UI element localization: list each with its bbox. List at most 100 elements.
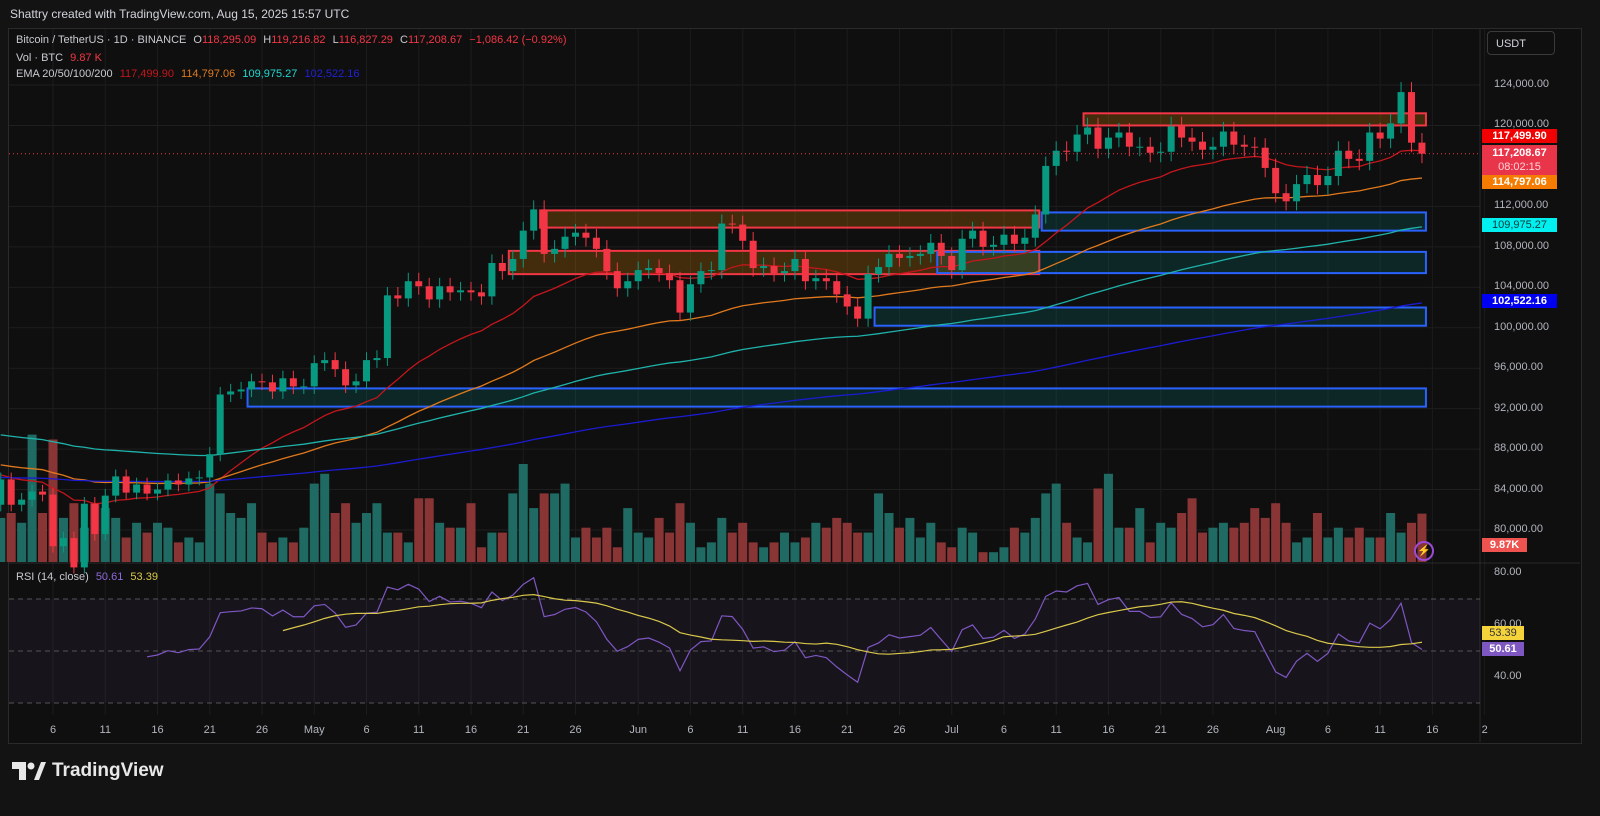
candle-body [457, 290, 465, 293]
volume-bar [518, 464, 528, 562]
volume-bar [550, 493, 560, 562]
candle-body [1376, 132, 1384, 139]
ema200-price-label: 102,522.16 [1482, 294, 1557, 308]
candle-body [1000, 234, 1008, 245]
volume-bar [832, 517, 842, 562]
candle-body [363, 360, 370, 382]
volume-bar [1281, 522, 1291, 562]
time-tick: 6 [1324, 724, 1331, 736]
candle-body [237, 389, 245, 392]
candle-body [467, 290, 475, 293]
candle-body [1073, 134, 1081, 152]
volume-bar [1114, 527, 1124, 562]
symbol-legend[interactable]: Bitcoin / TetherUS · 1D · BINANCE O118,2… [16, 34, 571, 46]
volume-bar [1386, 513, 1396, 562]
time-tick: 16 [1426, 724, 1439, 736]
candle-body [1125, 132, 1133, 147]
volume-bar [539, 493, 549, 562]
currency-button[interactable]: USDT [1487, 31, 1555, 55]
volume-bar [644, 537, 654, 562]
volume-bar [0, 517, 6, 562]
volume-bar [6, 513, 16, 562]
volume-bar [1156, 522, 1166, 562]
ema-lines [0, 149, 1423, 505]
time-tick: Aug [1265, 724, 1286, 736]
candle-body [279, 378, 287, 392]
candle-body [1334, 150, 1342, 177]
candle-body [1366, 132, 1374, 161]
candle-body [990, 244, 997, 247]
time-tick: 11 [736, 724, 749, 736]
tradingview-logo[interactable]: TradingView [12, 760, 164, 782]
time-tick: 6 [687, 724, 694, 736]
candle-body [655, 268, 663, 274]
candle-body [39, 491, 47, 495]
ema-legend[interactable]: EMA 20/50/100/200 117,499.90 114,797.06 … [16, 68, 364, 80]
candle-body [624, 281, 632, 289]
ema200-value: 102,522.16 [304, 68, 360, 80]
candle-body [1021, 237, 1029, 244]
volume-bar [341, 503, 351, 562]
candles [0, 82, 1480, 574]
volume-bar [497, 532, 507, 562]
candle-body [300, 386, 308, 388]
volume-bar [1072, 537, 1082, 562]
time-tick: 6 [1000, 724, 1007, 736]
volume-bar [163, 527, 173, 562]
price-tick: 104,000.00 [1494, 280, 1550, 293]
candle-body [958, 238, 966, 271]
volume-bar [1292, 542, 1302, 562]
change-value: −1,086.42 (−0.92%) [469, 34, 567, 46]
time-tick: 6 [49, 724, 57, 736]
volume-bar [299, 527, 309, 562]
ema200-line [0, 302, 1423, 483]
candle-body [1230, 131, 1238, 145]
volume-bar [560, 483, 570, 562]
candle-body [28, 491, 36, 500]
high-label: H [263, 34, 272, 46]
last-price-label: 117,208.67 08:02:15 [1482, 145, 1557, 175]
volume-bar [727, 532, 737, 562]
candle-body [1397, 92, 1405, 124]
lightning-icon[interactable]: ⚡ [1414, 541, 1434, 561]
ema100-line [0, 226, 1423, 457]
volume-bar [288, 542, 298, 562]
candle-body [310, 363, 318, 387]
candle-body [1167, 126, 1175, 152]
volume-bar [947, 547, 957, 562]
candle-body [49, 494, 57, 547]
brand-name: TradingView [52, 760, 164, 781]
candle-body [1031, 214, 1039, 238]
candle-body [498, 263, 506, 272]
chart-credit: Shattry created with TradingView.com, Au… [10, 7, 350, 21]
volume-legend[interactable]: Vol · BTC 9.87 K [16, 52, 106, 64]
rsi-price-label: 50.61 [1482, 642, 1524, 656]
candle-body [91, 503, 99, 535]
candle-body [216, 394, 224, 455]
rsi-legend[interactable]: RSI (14, close) 50.61 53.39 [16, 571, 162, 583]
candle-body [833, 281, 841, 295]
bar-countdown: 08:02:15 [1498, 161, 1541, 173]
candle-body [477, 292, 485, 297]
candle-body [781, 271, 788, 274]
volume-bar [884, 513, 894, 562]
candle-body [770, 266, 778, 274]
candle-body [1157, 151, 1165, 153]
candle-body [561, 236, 569, 249]
candle-body [436, 286, 444, 300]
volume-bar [38, 513, 48, 562]
candle-body [352, 381, 360, 386]
volume-bar [989, 552, 998, 562]
volume-bar [1093, 488, 1103, 562]
candle-body [112, 476, 120, 496]
candle-body [321, 360, 329, 364]
open-value: 118,295.09 [201, 34, 257, 46]
volume-bar [1260, 517, 1270, 562]
volume-bar [153, 522, 162, 562]
volume-bar [205, 483, 215, 562]
volume-bar [675, 503, 685, 562]
candle-body [582, 232, 590, 238]
candle-body [1324, 176, 1332, 186]
volume-bar [894, 527, 904, 562]
